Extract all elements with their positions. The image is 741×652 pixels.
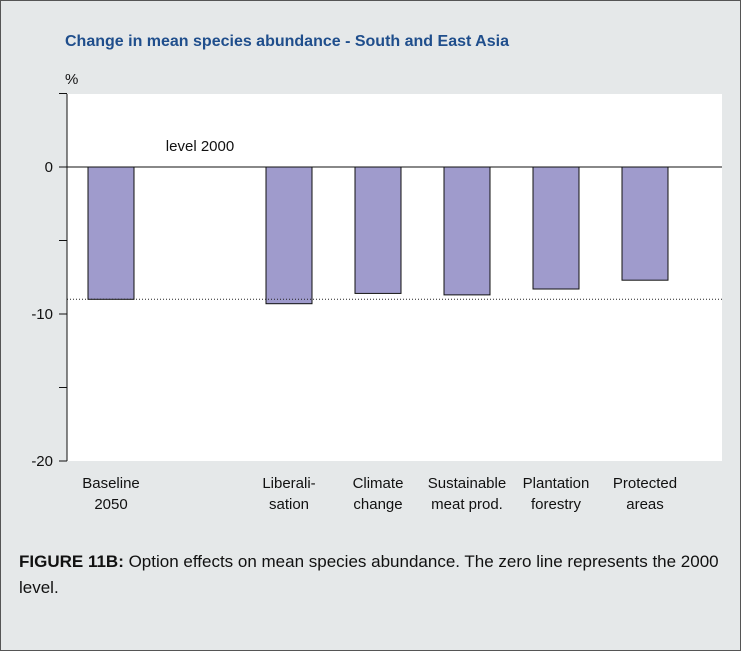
annotation-label: level 2000 xyxy=(166,138,234,155)
caption-label: FIGURE 11B: xyxy=(19,552,124,571)
y-tick-label: -10 xyxy=(31,306,53,323)
category-label: meat prod. xyxy=(431,496,503,513)
category-label: areas xyxy=(626,496,664,513)
y-axis-label: % xyxy=(65,71,78,88)
bar xyxy=(621,166,669,281)
y-tick-label: 0 xyxy=(45,159,53,176)
bar xyxy=(354,166,402,294)
category-label: Protected xyxy=(613,475,677,492)
category-label: Liberali- xyxy=(262,475,315,492)
category-label: 2050 xyxy=(94,496,127,513)
chart-title: Change in mean species abundance - South… xyxy=(65,33,509,50)
category-label: Climate xyxy=(353,475,404,492)
y-tick-label: -20 xyxy=(31,453,53,470)
caption-text: Option effects on mean species abundance… xyxy=(19,552,719,597)
figure-caption: FIGURE 11B: Option effects on mean speci… xyxy=(19,549,719,601)
category-label: Plantation xyxy=(523,475,590,492)
category-label: Baseline xyxy=(82,475,140,492)
category-label: sation xyxy=(269,496,309,513)
bar xyxy=(265,166,313,305)
bar xyxy=(87,166,135,300)
category-label: forestry xyxy=(531,496,582,513)
category-label: change xyxy=(353,496,402,513)
bar xyxy=(443,166,491,296)
category-label: Sustainable xyxy=(428,475,506,492)
bar xyxy=(532,166,580,290)
